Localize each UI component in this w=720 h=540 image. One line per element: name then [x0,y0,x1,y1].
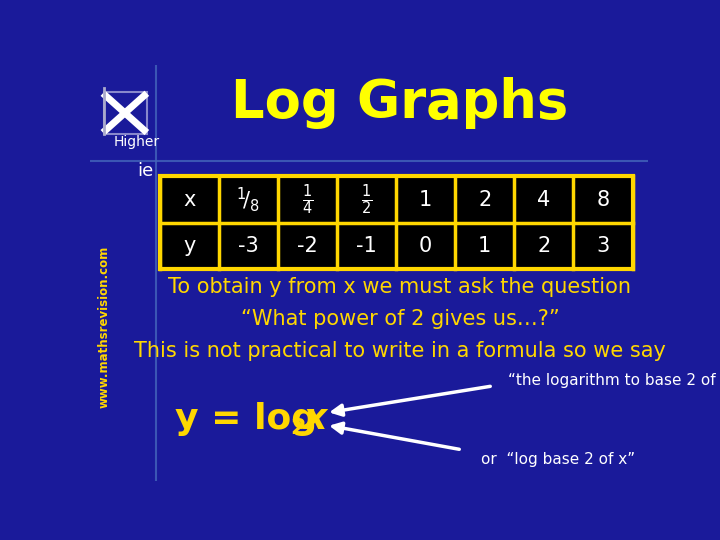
Text: 4: 4 [537,190,551,210]
Text: 2: 2 [537,236,551,256]
Text: -3: -3 [238,236,258,256]
FancyBboxPatch shape [104,92,147,134]
Text: 1: 1 [419,190,432,210]
Text: x: x [303,402,326,436]
Text: 2: 2 [478,190,491,210]
Text: 1: 1 [478,236,491,256]
Text: To obtain y from x we must ask the question: To obtain y from x we must ask the quest… [168,276,631,296]
Bar [160,177,632,269]
Text: x: x [183,190,196,210]
Text: “the logarithm to base 2 of x”: “the logarithm to base 2 of x” [508,373,720,388]
Text: This is not practical to write in a formula so we say: This is not practical to write in a form… [134,341,666,361]
Text: 8: 8 [596,190,610,210]
Text: -1: -1 [356,236,377,256]
Text: “What power of 2 gives us…?”: “What power of 2 gives us…?” [240,309,559,329]
Text: y = log: y = log [175,402,318,436]
Text: y: y [183,236,196,256]
Text: $\frac{1}{4}$: $\frac{1}{4}$ [302,183,313,217]
Text: 0: 0 [419,236,432,256]
Text: $^1\!/_8$: $^1\!/_8$ [236,185,261,214]
Text: 2: 2 [290,418,305,438]
Text: 3: 3 [596,236,610,256]
Text: Log Graphs: Log Graphs [231,77,569,129]
Text: -2: -2 [297,236,318,256]
Text: or  “log base 2 of x”: or “log base 2 of x” [482,451,636,467]
Text: ie: ie [138,162,153,180]
Text: Higher: Higher [113,135,159,149]
Text: www.mathsrevision.com: www.mathsrevision.com [97,246,110,408]
Text: $\frac{1}{2}$: $\frac{1}{2}$ [361,183,372,217]
